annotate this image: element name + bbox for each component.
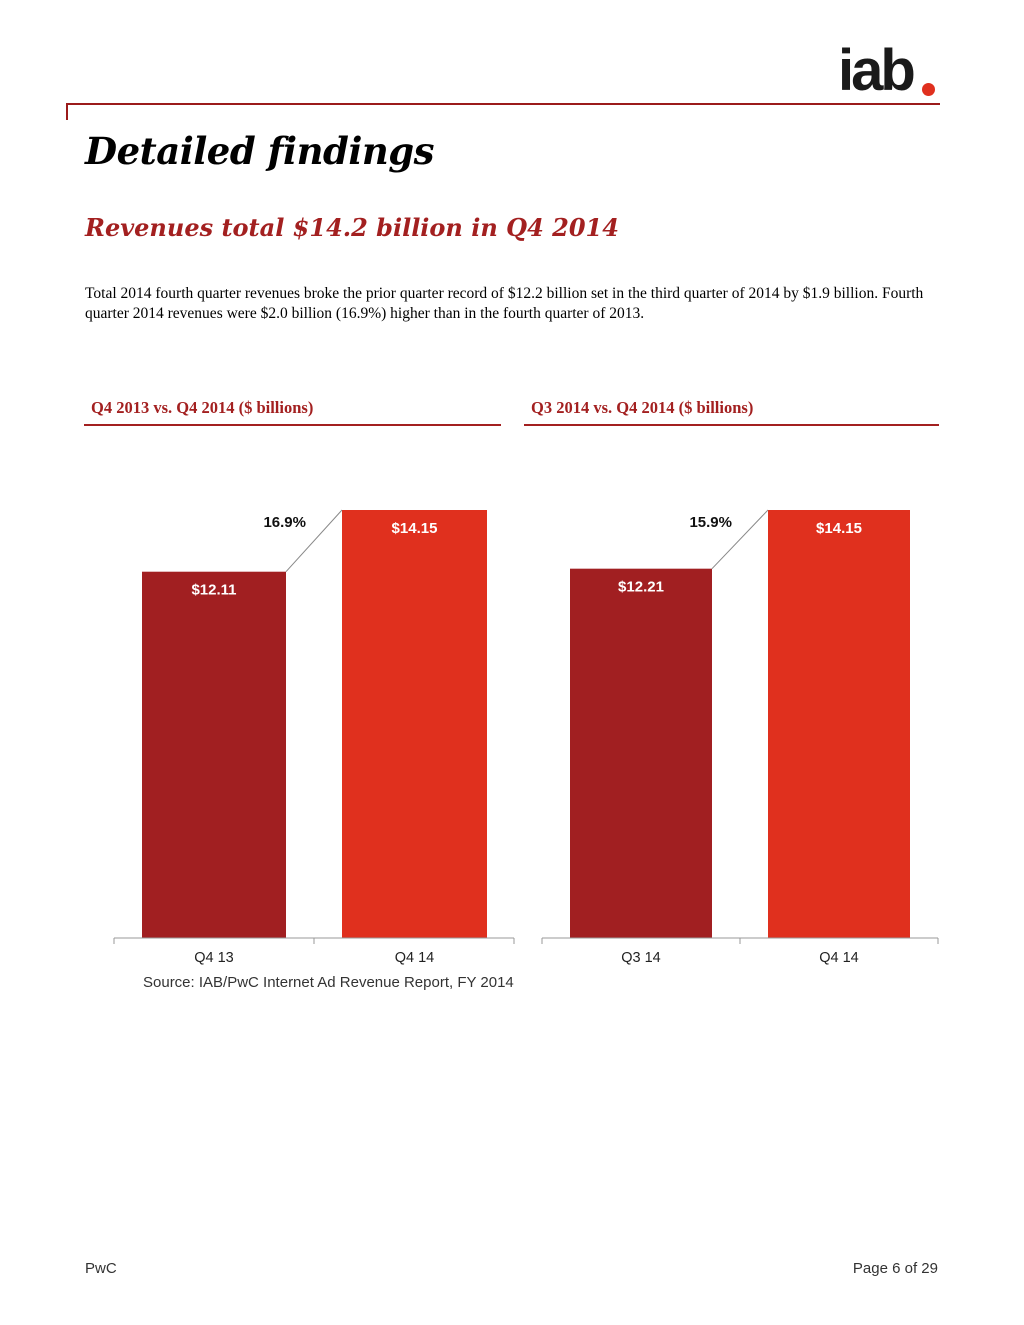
logo-text: iab (838, 38, 916, 103)
chart-1-value-label-2: $14.15 (392, 520, 438, 537)
chart-2-growth-connector (711, 509, 769, 570)
bar-charts: $12.11 Q4 13 $14.15 Q4 14 16.9% $12.21 Q3 14 $1… (113, 509, 939, 966)
chart-2-value-label-1: $12.21 (618, 579, 664, 596)
chart-2-category-label-1: Q3 14 (621, 950, 661, 966)
header-tick (66, 103, 68, 120)
page-subtitle: Revenues total $14.2 billion in Q4 2014 (85, 213, 619, 242)
footer-page-number: Page 6 of 29 (852, 1260, 938, 1277)
chart-2-bar-2 (768, 510, 910, 938)
page-title: Detailed findings (85, 129, 435, 173)
chart-1-title: Q4 2013 vs. Q4 2014 ($ billions) (84, 396, 501, 426)
chart-1-bar-2 (342, 510, 487, 938)
chart-1-value-label-1: $12.11 (191, 582, 236, 599)
chart-1-growth-connector (285, 509, 343, 573)
chart-2-bar-1 (570, 568, 712, 938)
chart-1-category-label-2: Q4 14 (395, 950, 435, 966)
logo-dot (922, 83, 935, 96)
chart-2-title: Q3 2014 vs. Q4 2014 ($ billions) (524, 396, 939, 426)
chart-2-value-label-2: $14.15 (816, 520, 862, 537)
chart-2-growth-label: 15.9% (689, 514, 732, 531)
chart-1-growth-label: 16.9% (263, 514, 306, 531)
source-note: Source: IAB/PwC Internet Ad Revenue Repo… (143, 974, 514, 991)
chart-1-category-label-1: Q4 13 (194, 950, 234, 966)
header-rule (66, 103, 940, 105)
chart-1-bar-1 (142, 571, 286, 938)
iab-logo: iab (838, 42, 916, 100)
footer-company: PwC (85, 1260, 117, 1277)
body-paragraph: Total 2014 fourth quarter revenues broke… (85, 285, 924, 322)
chart-2-category-label-2: Q4 14 (819, 950, 859, 966)
